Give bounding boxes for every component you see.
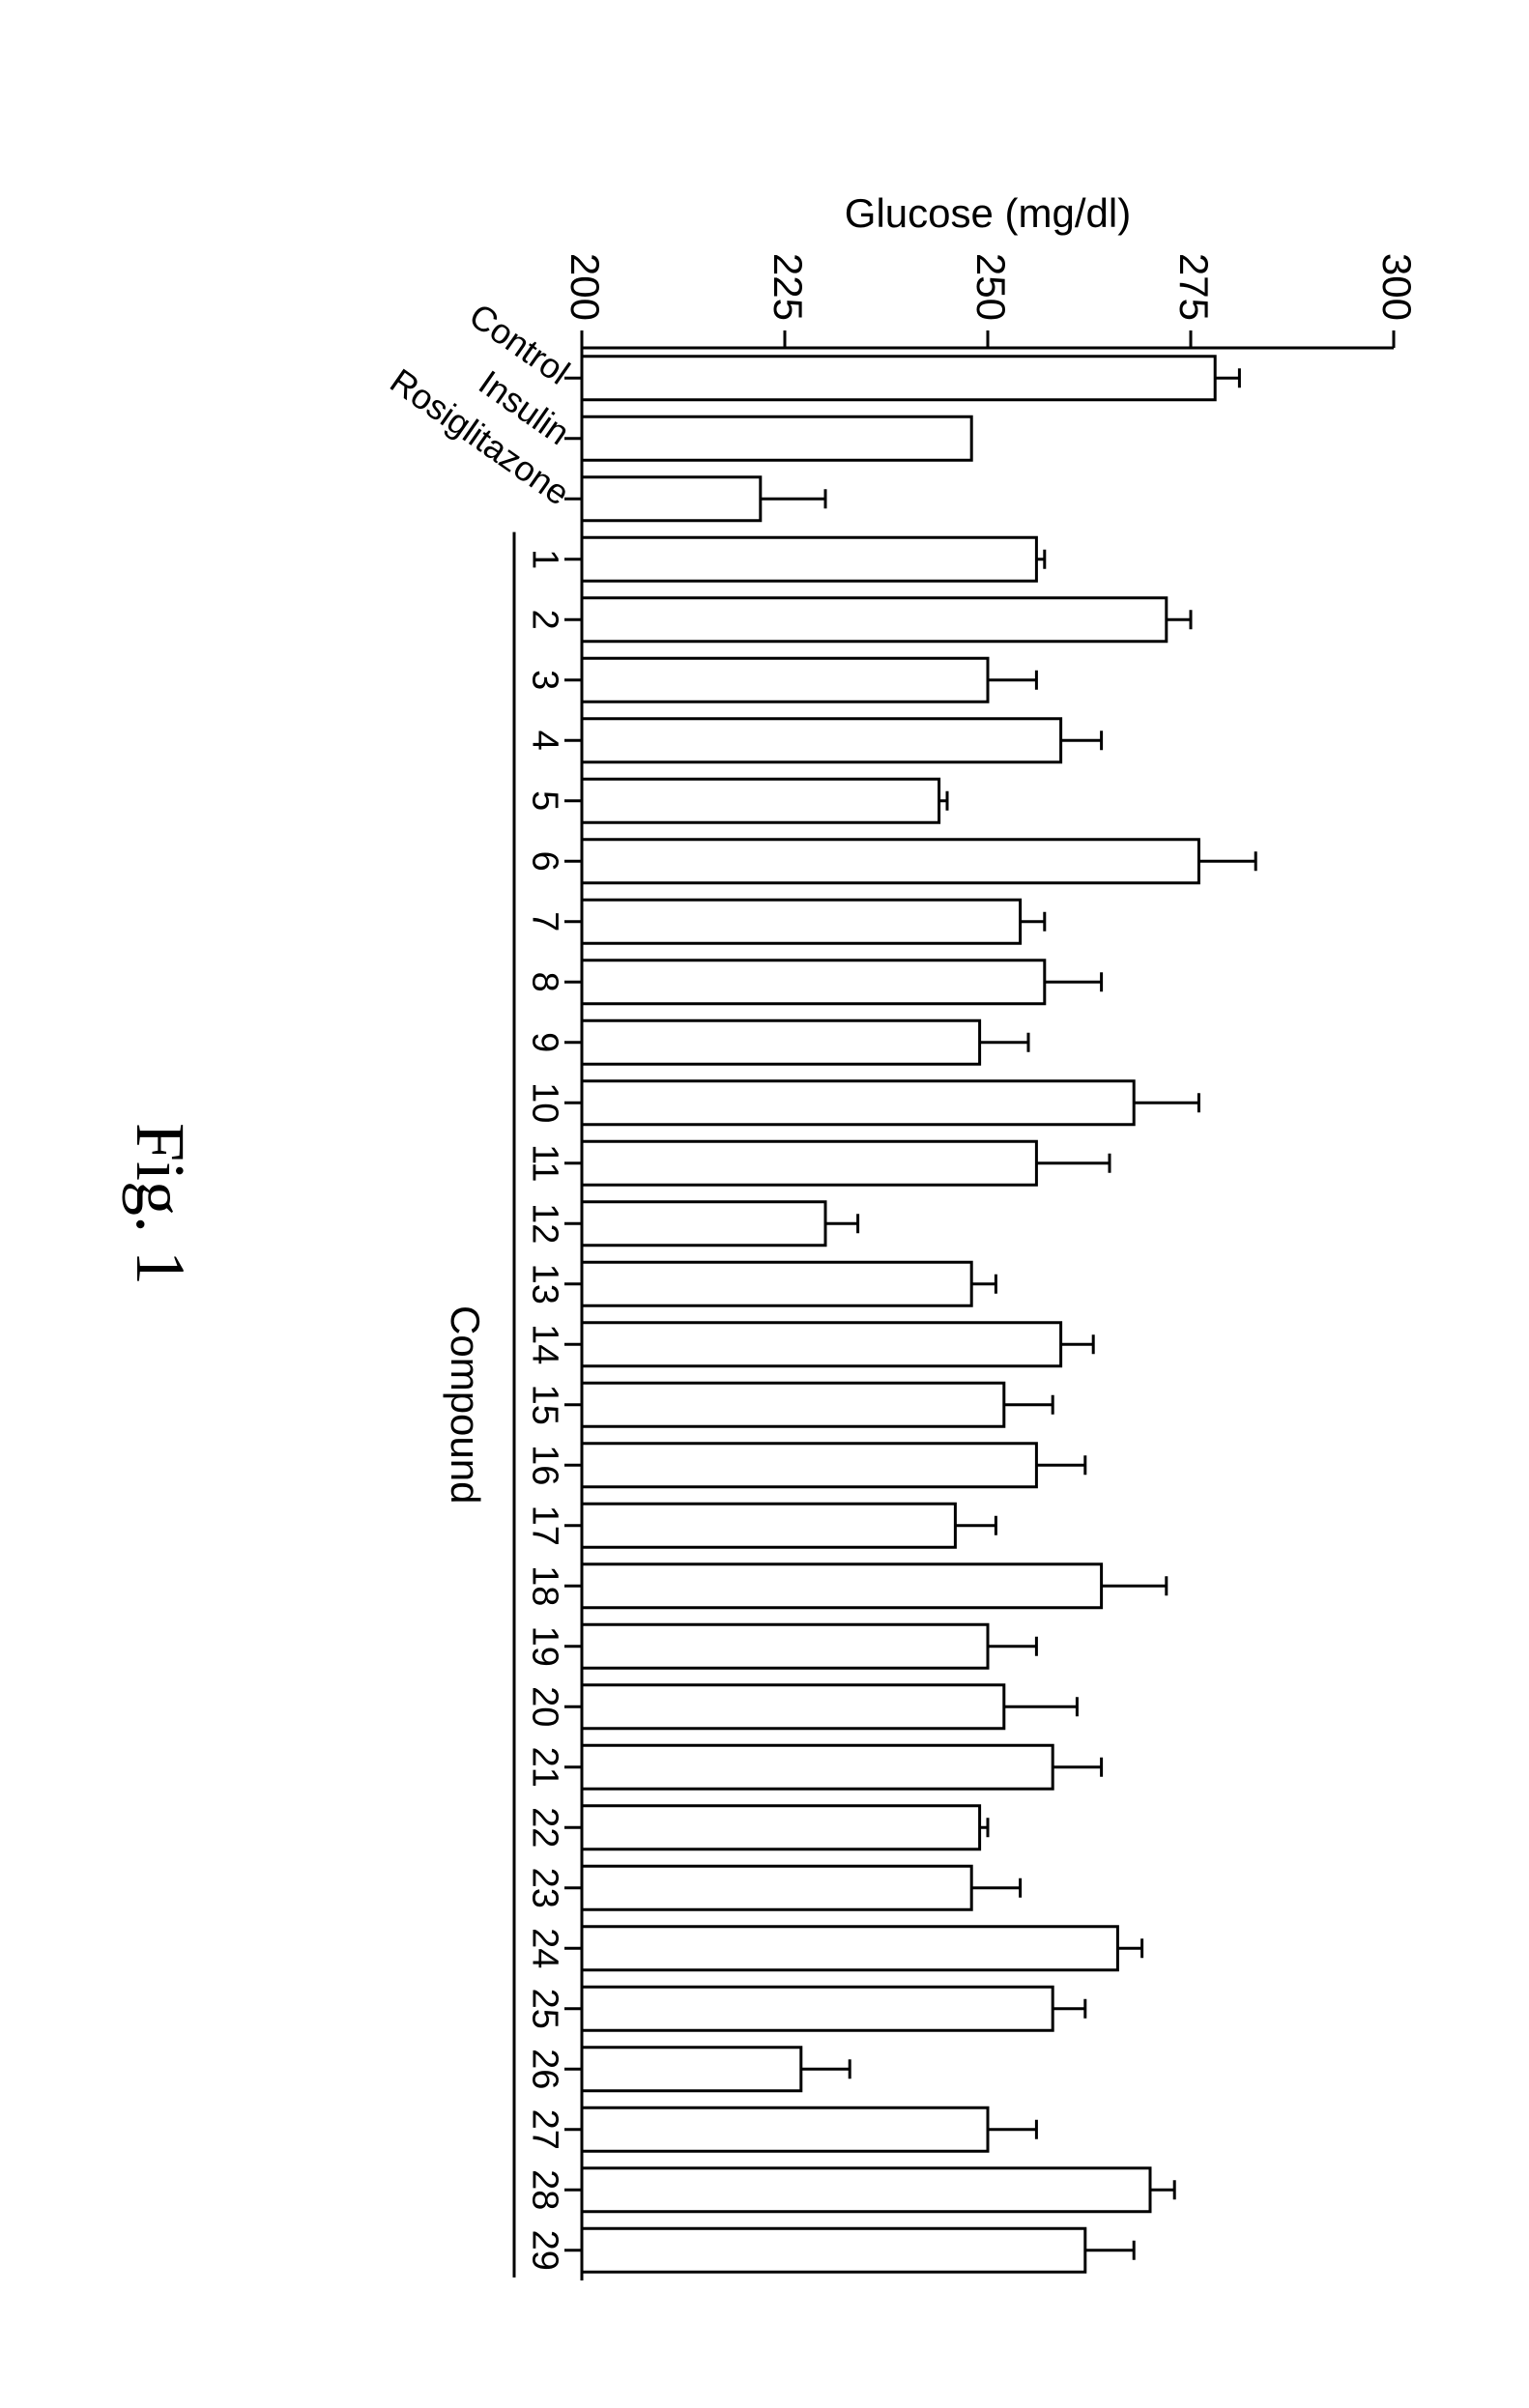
x-tick-label-c16: 16	[525, 1445, 565, 1485]
x-tick-label-c19: 19	[525, 1626, 565, 1667]
x-tick-label-c6: 6	[525, 851, 565, 872]
bar-c18	[582, 1564, 1102, 1608]
bar-c25	[582, 1987, 1053, 2030]
bar-c26	[582, 2048, 801, 2091]
x-tick-label-c8: 8	[525, 972, 565, 992]
x-tick-label-c1: 1	[525, 549, 565, 569]
bar-c3	[582, 658, 988, 702]
x-tick-label-c2: 2	[525, 610, 565, 630]
x-tick-label-c26: 26	[525, 2049, 565, 2089]
bar-c11	[582, 1141, 1036, 1185]
bar-c4	[582, 719, 1061, 762]
x-tick-label-c18: 18	[525, 1565, 565, 1606]
bar-c13	[582, 1262, 971, 1305]
x-tick-label-c7: 7	[525, 911, 565, 932]
x-tick-label-c27: 27	[525, 2109, 565, 2150]
bar-c7	[582, 900, 1021, 943]
bar-rosiglitazone	[582, 477, 761, 521]
bar-c8	[582, 960, 1045, 1004]
x-tick-label-c23: 23	[525, 1868, 565, 1908]
bar-c6	[582, 840, 1198, 883]
bar-c2	[582, 598, 1167, 642]
y-axis-title: Glucose (mg/dl)	[845, 190, 1131, 236]
x-tick-label-c29: 29	[525, 2230, 565, 2271]
bar-c16	[582, 1444, 1036, 1487]
bar-c23	[582, 1866, 971, 1909]
x-tick-label-c4: 4	[525, 731, 565, 751]
bar-c10	[582, 1081, 1134, 1125]
bar-c17	[582, 1504, 955, 1547]
y-tick-label: 275	[1171, 253, 1217, 321]
x-tick-label-c13: 13	[525, 1264, 565, 1304]
x-axis-title: Compound	[443, 1305, 488, 1504]
bar-c15	[582, 1383, 1004, 1426]
bar-c28	[582, 2168, 1150, 2212]
bar-c19	[582, 1624, 988, 1668]
y-tick-label: 300	[1374, 253, 1420, 321]
bar-c9	[582, 1020, 980, 1064]
x-tick-label-c25: 25	[525, 1989, 565, 2029]
x-tick-label-control: Control	[462, 296, 577, 392]
y-tick-label: 250	[968, 253, 1014, 321]
page: 200225250275300Glucose (mg/dl)ControlIns…	[0, 0, 1529, 2408]
x-tick-label-c24: 24	[525, 1928, 565, 1968]
bar-c5	[582, 779, 939, 822]
bar-insulin	[582, 416, 971, 460]
x-tick-label-c5: 5	[525, 790, 565, 811]
x-tick-label-c17: 17	[525, 1505, 565, 1546]
x-tick-label-c20: 20	[525, 1686, 565, 1727]
figure-caption: Fig. 1	[122, 1123, 199, 1285]
x-tick-label-c10: 10	[525, 1082, 565, 1123]
x-tick-label-c12: 12	[525, 1203, 565, 1244]
bar-c21	[582, 1745, 1053, 1789]
bar-c12	[582, 1202, 825, 1246]
bar-c20	[582, 1685, 1004, 1729]
x-tick-label-c3: 3	[525, 670, 565, 690]
bar-c29	[582, 2228, 1085, 2272]
bar-c22	[582, 1806, 980, 1849]
x-tick-label-c9: 9	[525, 1032, 565, 1052]
x-tick-label-c15: 15	[525, 1385, 565, 1425]
bar-c24	[582, 1927, 1117, 1970]
bar-c27	[582, 2107, 988, 2151]
y-tick-label: 225	[765, 253, 811, 321]
chart-rotated-frame: 200225250275300Glucose (mg/dl)ControlIns…	[0, 0, 1529, 2408]
glucose-bar-chart: 200225250275300Glucose (mg/dl)ControlIns…	[0, 0, 1529, 2408]
y-tick-label: 200	[563, 253, 608, 321]
x-tick-label-c21: 21	[525, 1747, 565, 1788]
x-tick-label-c11: 11	[525, 1144, 565, 1182]
x-tick-label-c14: 14	[525, 1324, 565, 1364]
bar-c14	[582, 1323, 1061, 1366]
x-tick-label-c22: 22	[525, 1807, 565, 1848]
x-tick-label-c28: 28	[525, 2169, 565, 2210]
bar-c1	[582, 537, 1036, 581]
bar-control	[582, 357, 1215, 400]
